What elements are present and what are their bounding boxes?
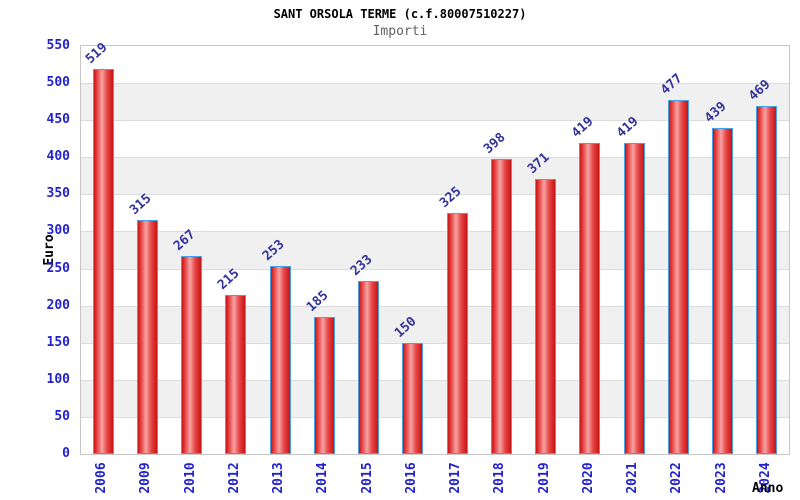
bar-2010: [181, 255, 203, 454]
y-tick-label: 150: [46, 334, 70, 350]
y-tick-label: 450: [46, 112, 70, 128]
x-tick-label: 2009: [138, 462, 154, 494]
x-tick-label: 2015: [359, 462, 375, 494]
gridline: [81, 83, 789, 85]
bar-2019: [535, 178, 557, 454]
x-tick-label: 2021: [625, 462, 641, 494]
gridline: [81, 157, 789, 159]
x-tick-label: 2006: [94, 462, 110, 494]
y-tick-label: 400: [46, 149, 70, 165]
bar-2012: [225, 294, 247, 454]
x-tick-label: 2017: [448, 462, 464, 494]
gridline: [81, 194, 789, 196]
gridline: [81, 120, 789, 122]
x-tick-label: 2018: [492, 462, 508, 494]
x-tick-label: 2016: [403, 462, 419, 494]
plot-band: [81, 46, 789, 84]
y-tick-label: 200: [46, 297, 70, 313]
bar-2016: [402, 342, 424, 454]
x-tick-label: 2020: [580, 462, 596, 494]
y-axis-title: Euro: [42, 234, 57, 266]
gridline: [81, 305, 789, 307]
y-tick-label: 250: [46, 260, 70, 276]
y-tick-label: 100: [46, 371, 70, 387]
bar-2017: [446, 212, 468, 454]
x-axis-title: Anno: [752, 481, 784, 496]
x-tick-label: 2014: [315, 462, 331, 494]
x-tick-label: 2022: [669, 462, 685, 494]
chart-title: SANT ORSOLA TERME (c.f.80007510227): [273, 7, 527, 21]
bar-2023: [712, 128, 734, 454]
bar-2009: [136, 220, 158, 454]
y-tick-label: 0: [62, 446, 70, 461]
bar-2006: [92, 68, 114, 454]
x-tick-label: 2010: [182, 462, 198, 494]
gridline: [81, 379, 789, 381]
bar-2013: [269, 266, 291, 454]
x-tick-label: 2023: [713, 462, 729, 494]
y-tick-label: 550: [46, 38, 70, 53]
y-tick-label: 500: [46, 75, 70, 91]
x-tick-label: 2019: [536, 462, 552, 494]
x-tick-label: 2013: [271, 462, 287, 494]
y-tick-label: 300: [46, 223, 70, 239]
bar-2022: [667, 100, 689, 454]
y-tick-label: 50: [54, 408, 70, 424]
x-tick-label: 2012: [226, 462, 242, 494]
gridline: [81, 416, 789, 418]
gridline: [81, 342, 789, 344]
bar-2024: [756, 106, 778, 454]
bar-2018: [490, 158, 512, 454]
y-tick-label: 350: [46, 186, 70, 202]
chart-subtitle: Importi: [372, 24, 428, 39]
plot-area: 519 315 267 215 253 185 233 150 325 398 371 419 419 4…: [80, 40, 790, 455]
bar-2020: [579, 143, 601, 454]
bar-2014: [313, 316, 335, 454]
bar-2015: [358, 281, 380, 454]
gridline: [81, 231, 789, 233]
gridline: [81, 268, 789, 270]
bar-2021: [623, 143, 645, 454]
